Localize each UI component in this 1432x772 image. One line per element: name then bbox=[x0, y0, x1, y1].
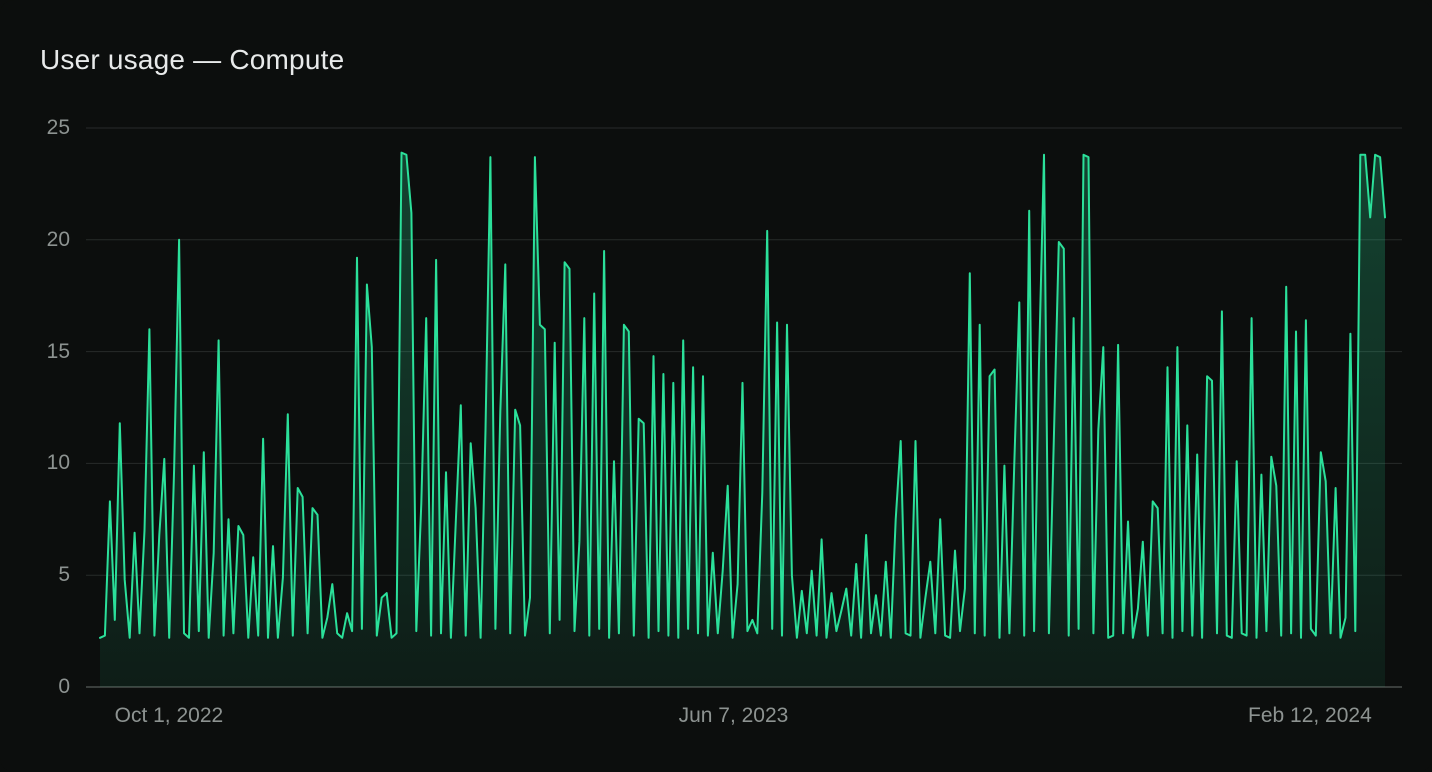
y-tick-label-15: 15 bbox=[46, 339, 70, 363]
usage-line-series bbox=[99, 151, 1386, 639]
y-tick-label-0: 0 bbox=[58, 675, 70, 698]
x-tick-label-2: Feb 12, 2024 bbox=[1247, 704, 1372, 727]
x-tick-label-0: Oct 1, 2022 bbox=[114, 704, 224, 727]
y-tick-label-10: 10 bbox=[46, 451, 70, 475]
y-tick-label-20: 20 bbox=[46, 227, 70, 251]
x-tick-label-1: Jun 7, 2023 bbox=[678, 704, 789, 727]
chart-title: User usage — Compute bbox=[40, 44, 345, 75]
y-tick-label-25: 25 bbox=[46, 116, 70, 139]
y-tick-label-5: 5 bbox=[58, 563, 70, 587]
